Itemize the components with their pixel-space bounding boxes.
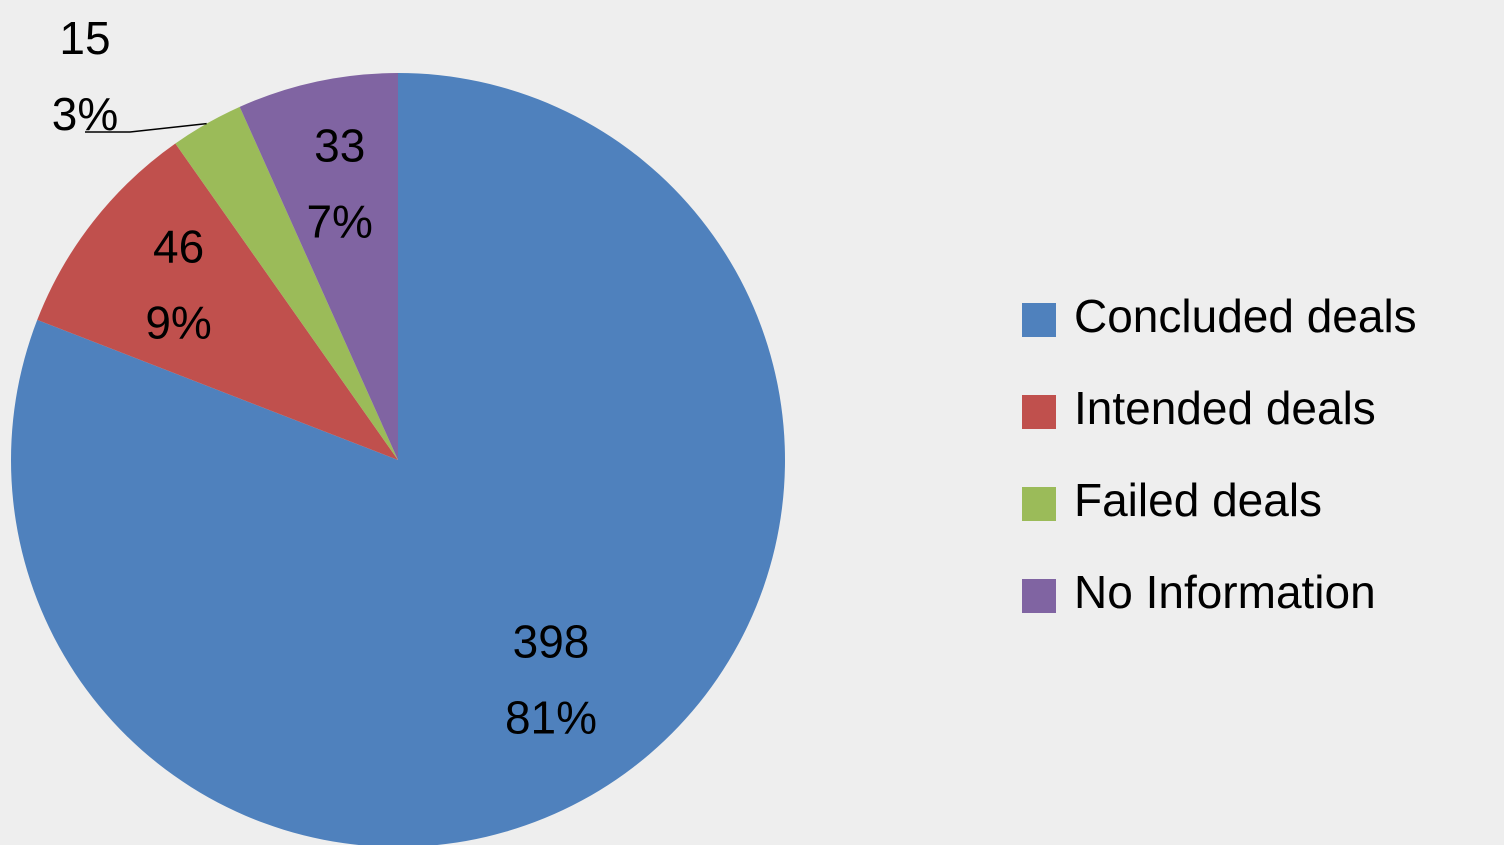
leader-line: [85, 122, 207, 133]
legend-label: No Information: [1074, 566, 1376, 618]
pie-slice: [11, 73, 785, 845]
data-label: 15: [59, 12, 110, 64]
percent-label: 3%: [52, 88, 118, 140]
pie-slice: [37, 143, 398, 460]
data-label: 33: [314, 120, 365, 172]
legend-label: Concluded deals: [1074, 290, 1417, 342]
pie-slice: [239, 73, 398, 460]
percent-label: 7%: [306, 196, 372, 248]
legend-swatch: [1022, 303, 1056, 337]
data-label: 46: [153, 220, 204, 272]
legend-swatch: [1022, 395, 1056, 429]
percent-label: 81%: [505, 692, 597, 744]
legend-swatch: [1022, 579, 1056, 613]
legend-swatch: [1022, 487, 1056, 521]
legend-label: Failed deals: [1074, 474, 1322, 526]
pie-slice: [175, 106, 398, 461]
legend-label: Intended deals: [1074, 382, 1376, 434]
data-label: 398: [513, 616, 590, 668]
percent-label: 9%: [145, 296, 211, 348]
